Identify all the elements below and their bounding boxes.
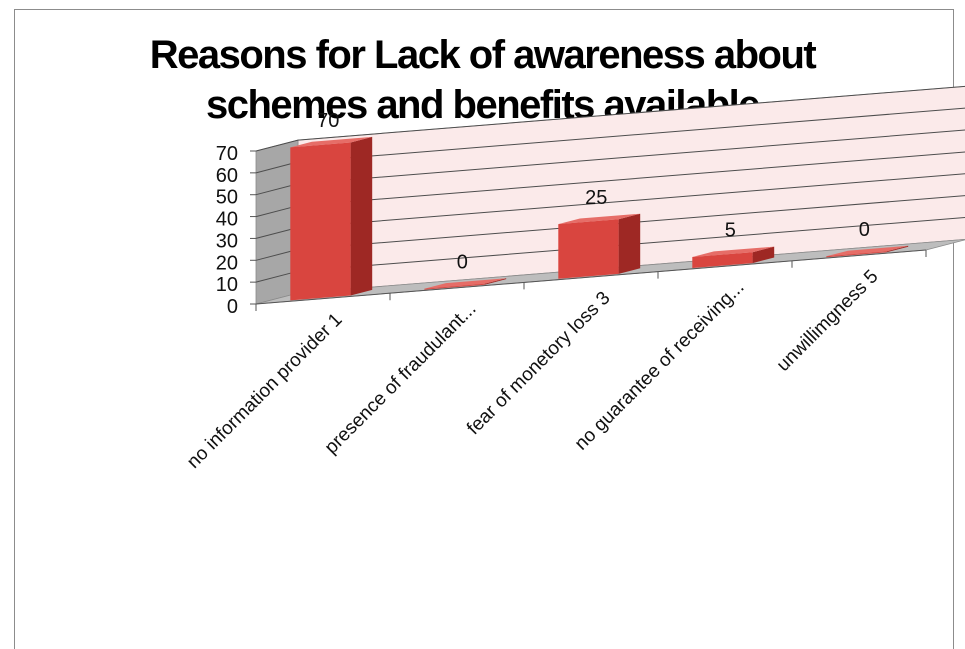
bar-side-face [350,136,373,296]
bar-top-face [692,246,775,257]
x-category-label: unwillimgness 5 [773,266,883,376]
bar-front-face [424,283,485,290]
y-tick-label: 70 [216,143,238,165]
y-tick-label: 10 [216,274,238,296]
data-label: 0 [457,251,468,273]
bar-front-face [558,219,619,279]
y-tick-label: 40 [216,209,238,231]
bar [826,245,909,258]
bar-top-face [558,213,641,225]
y-tick-label: 60 [216,165,238,187]
x-category-label: no information provider 1 [183,309,346,472]
bar-side-face [484,278,507,285]
bar [558,213,641,279]
data-label: 0 [859,219,870,241]
x-category-label: fear of monetory loss 3 [463,288,615,440]
bar [290,136,373,301]
y-tick-label: 50 [216,187,238,209]
gridline [255,85,965,152]
bar-series [290,136,909,301]
bar-front-face [826,251,887,258]
data-label: 70 [317,110,339,132]
bar-top-face [826,245,909,257]
bar-front-face [692,252,753,268]
bar-top-face [424,278,507,289]
x-axis-line [255,249,927,305]
chart-title: Reasons for Lack of awareness about sche… [149,33,817,127]
bar-side-face [618,213,641,274]
bar-side-face [752,246,775,264]
bar-front-face [290,142,351,301]
y-tick-label: 0 [227,296,238,318]
y-tick-label: 30 [216,230,238,252]
bar [424,278,507,290]
data-label: 5 [725,220,736,242]
y-tick-label: 20 [216,252,238,274]
bar [692,246,775,268]
bar-top-face [290,136,373,148]
data-label: 25 [585,187,607,209]
bar-side-face [886,245,909,253]
